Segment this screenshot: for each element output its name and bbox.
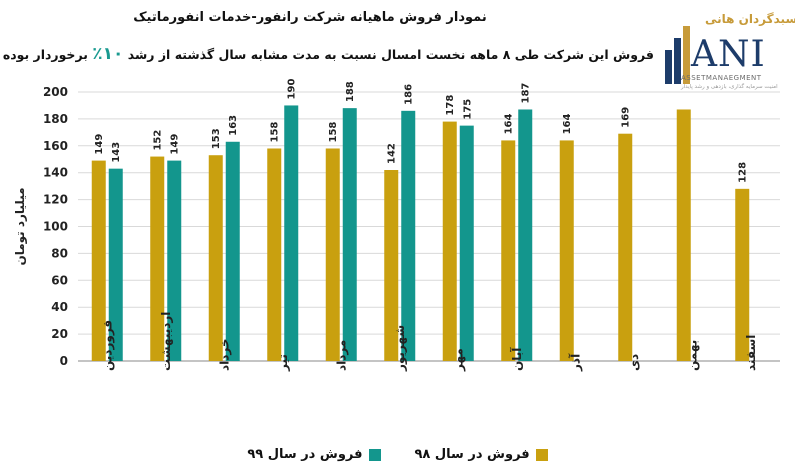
data-label: 164	[562, 114, 573, 135]
bar-99	[225, 141, 240, 361]
company-logo: سبدگردان هانی ANI ASSETMANAEGMENT امنیت …	[663, 12, 795, 98]
data-label: 152	[153, 130, 164, 151]
y-tick-label: 180	[43, 112, 68, 126]
bar-99	[108, 168, 123, 361]
bar-98	[267, 148, 282, 361]
data-label: 178	[445, 95, 456, 116]
bar-99	[459, 125, 474, 361]
bar-98	[676, 109, 691, 361]
bar-98	[501, 140, 516, 361]
x-tick-label: شهریور	[393, 325, 408, 372]
bar-98	[208, 155, 223, 361]
bar-98	[150, 156, 165, 361]
data-label: 149	[94, 134, 105, 155]
y-tick-label: 100	[43, 220, 68, 234]
y-tick-label: 20	[51, 327, 68, 341]
bar-99	[167, 160, 182, 361]
chart-legend: فروش در سال ۹۸ فروش در سال ۹۹	[0, 447, 795, 462]
x-tick-label: فروردین	[100, 320, 115, 371]
data-label: 188	[345, 81, 356, 102]
data-label: 164	[504, 114, 515, 135]
buildings-icon	[665, 26, 690, 84]
bar-98	[735, 188, 750, 361]
y-tick-label: 40	[51, 300, 68, 314]
x-tick-label: آبان	[509, 347, 524, 371]
x-tick-label: دی	[627, 354, 641, 371]
bar-98	[618, 133, 633, 361]
data-label: 187	[521, 83, 532, 104]
logo-subtitle: ASSETMANAEGMENT	[681, 74, 762, 82]
bar-99	[342, 108, 357, 361]
legend-item-98: فروش در سال ۹۸	[415, 447, 548, 462]
x-tick-label: مرداد	[334, 340, 348, 371]
data-label: 190	[287, 79, 298, 100]
data-label: 128	[738, 162, 749, 183]
bar-98	[325, 148, 340, 361]
data-label: 158	[270, 122, 281, 143]
legend-swatch-99	[368, 448, 381, 461]
data-label: 169	[621, 107, 632, 128]
y-tick-label: 120	[43, 193, 68, 207]
x-tick-label: اردیبهشت	[159, 312, 173, 371]
data-label: 143	[111, 142, 122, 163]
y-tick-label: 140	[43, 166, 68, 180]
bar-99	[284, 105, 299, 361]
logo-title: سبدگردان هانی	[705, 12, 795, 26]
x-tick-label: تیر	[276, 354, 290, 372]
legend-swatch-98	[535, 448, 548, 461]
chart-title: نمودار فروش ماهیانه شرکت رانفور-خدمات ان…	[133, 10, 487, 25]
y-tick-label: 80	[51, 246, 68, 260]
data-label: 163	[228, 115, 239, 136]
logo-tagline: امنیت سرمایه گذاری، بازدهی و رشد پایدار	[681, 84, 778, 90]
x-tick-label: مهر	[451, 348, 465, 372]
data-label: 158	[328, 122, 339, 143]
data-label: 153	[211, 128, 222, 149]
x-tick-label: بهمن	[685, 340, 699, 371]
legend-item-99: فروش در سال ۹۹	[247, 447, 381, 462]
y-tick-label: 60	[51, 273, 68, 287]
data-label: 175	[462, 99, 473, 120]
bar-99	[401, 110, 416, 361]
subtitle-text-post: برخوردار بوده است.	[0, 47, 88, 62]
y-tick-label: 0	[60, 354, 68, 368]
data-label: 142	[387, 143, 398, 164]
legend-label-99: فروش در سال ۹۹	[247, 447, 363, 462]
y-tick-label: 160	[43, 139, 68, 153]
y-axis-label: میلیارد تومان	[13, 187, 28, 265]
bar-98	[384, 170, 399, 361]
subtitle-growth-percent: ۱۰٪	[92, 44, 124, 64]
subtitle-text-pre: فروش این شرکت طی ۸ ماهه نخست امسال نسبت …	[127, 47, 654, 62]
x-tick-label: آذر	[567, 353, 582, 372]
bar-98	[559, 140, 574, 361]
logo-mark: ANI	[691, 34, 766, 75]
x-tick-label: خرداد	[217, 338, 231, 371]
x-tick-label: اسفند	[744, 335, 758, 371]
bar-99	[518, 109, 533, 361]
bar-98	[442, 121, 457, 361]
data-label: 149	[170, 134, 181, 155]
data-label: 186	[404, 84, 415, 105]
chart-subtitle: فروش این شرکت طی ۸ ماهه نخست امسال نسبت …	[0, 44, 654, 64]
legend-label-98: فروش در سال ۹۸	[414, 447, 530, 462]
y-tick-label: 200	[43, 85, 68, 99]
bar-98	[91, 160, 106, 361]
